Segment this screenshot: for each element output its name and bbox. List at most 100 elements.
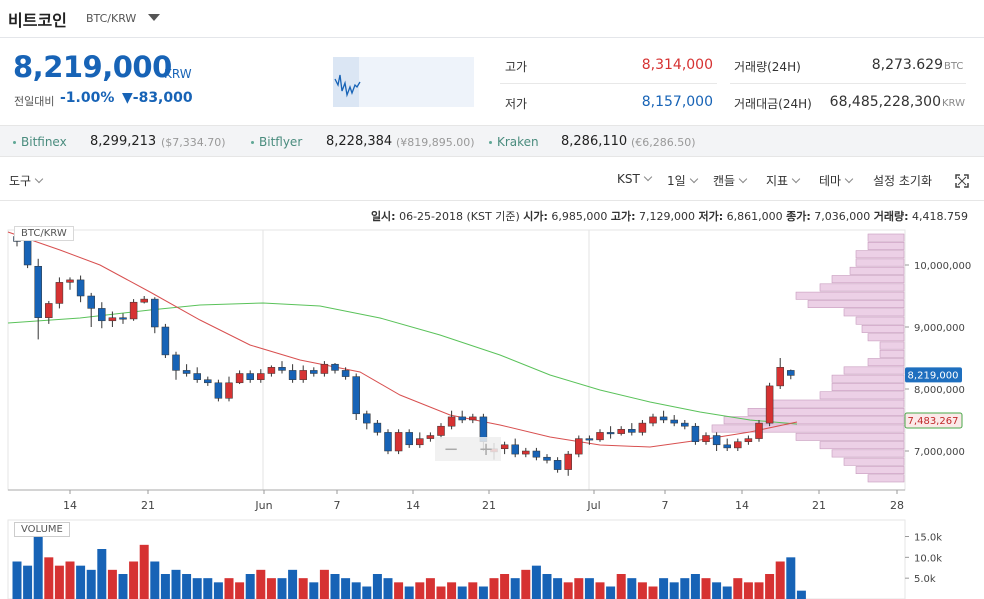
- tools-label: 도구: [9, 174, 32, 188]
- candle-body: [87, 295, 95, 309]
- reset-settings-button[interactable]: 설정 초기화: [873, 174, 933, 188]
- volume-bar: [288, 569, 298, 599]
- theme-menu[interactable]: 테마: [819, 172, 854, 189]
- candle-body: [193, 373, 201, 380]
- caret-down-icon[interactable]: [148, 14, 160, 21]
- volume-bar: [192, 578, 202, 599]
- candle-body: [373, 422, 382, 433]
- candle-body: [564, 453, 572, 470]
- pair-label[interactable]: BTC/KRW: [86, 12, 137, 25]
- current-price-tag: 8,219,000: [908, 370, 959, 381]
- volume-profile-bar: [867, 333, 905, 342]
- date-label: 일시:: [370, 210, 396, 223]
- volume-bar: [150, 561, 160, 599]
- zoom-in-icon: +: [478, 439, 493, 460]
- candle-body: [787, 370, 795, 376]
- zoom-control-bg: [435, 437, 501, 461]
- volume-profile-bar: [855, 258, 905, 267]
- dot-icon: [489, 141, 492, 144]
- candle-body: [98, 308, 106, 322]
- volume-bar: [775, 561, 785, 599]
- volume-bar: [574, 578, 584, 599]
- interval-menu[interactable]: 1일: [667, 172, 698, 189]
- low-value: 8,157,000: [641, 94, 713, 110]
- x-tick-label: 21: [812, 499, 826, 512]
- volume-profile-bar: [771, 399, 905, 408]
- dot-icon: [13, 141, 16, 144]
- sparkline-svg: [333, 57, 361, 107]
- current-price-tag-bg: [905, 367, 962, 383]
- header-bar: 비트코인 BTC/KRW: [0, 0, 984, 38]
- volume-bar: [139, 544, 149, 599]
- x-tick-label: 14: [735, 499, 749, 512]
- high-label-ohlc: 고가:: [610, 210, 636, 223]
- volume-bar: [235, 582, 245, 599]
- candle-body: [108, 317, 117, 322]
- volume-bar: [118, 574, 128, 599]
- high-value-ohlc: 7,129,000: [639, 210, 695, 223]
- amount-value: 68,485,228,300: [829, 94, 941, 110]
- volume-bar: [23, 565, 33, 599]
- candle-body: [458, 416, 466, 421]
- volume-bar: [595, 582, 605, 599]
- volume-bar: [330, 574, 340, 599]
- volume-bar: [701, 578, 711, 599]
- volume-profile-bar: [831, 374, 905, 383]
- candle-body: [585, 438, 594, 441]
- candle-body: [447, 416, 456, 427]
- close-value: 7,036,000: [814, 210, 871, 223]
- expand-icon[interactable]: [955, 174, 969, 188]
- candle-body: [416, 438, 424, 446]
- indicators-menu[interactable]: 지표: [766, 172, 801, 189]
- volume-bar: [584, 578, 594, 599]
- volume-bar: [553, 578, 563, 599]
- exchange-sub: ($7,334.70): [161, 136, 226, 149]
- stat-divider: [730, 83, 966, 84]
- candle-body: [45, 303, 53, 318]
- volume-bar: [637, 582, 647, 599]
- sparkline-chart: [333, 57, 474, 107]
- candle-body: [320, 363, 329, 374]
- price-chart[interactable]: 10,000,000 9,000,000 8,000,000 7,000,000 14 2…: [0, 222, 984, 599]
- tools-menu[interactable]: 도구: [9, 172, 44, 189]
- moving-average-line: [7, 302, 798, 425]
- candle-body: [638, 422, 647, 433]
- zoom-control[interactable]: − +: [435, 437, 501, 461]
- chart-type-menu[interactable]: 캔들: [713, 172, 748, 189]
- price-unit: KRW: [164, 67, 192, 81]
- volume-bar: [351, 582, 361, 599]
- candle-body: [553, 460, 562, 470]
- exchange-name: Bitfinex: [21, 135, 67, 149]
- candle-body: [34, 265, 42, 318]
- volume-bar: [690, 574, 700, 599]
- candle-body: [649, 416, 657, 424]
- volume-bar: [712, 582, 722, 599]
- dot-icon: [251, 141, 254, 144]
- volume-bar: [160, 574, 170, 599]
- candle-body: [140, 298, 148, 303]
- volume-profile-bar: [831, 449, 905, 458]
- exchange-bar: Bitfinex 8,299,213 ($7,334.70) Bitflyer …: [0, 125, 984, 157]
- candle-body: [225, 382, 233, 399]
- volume-bar: [563, 582, 573, 599]
- candle-body: [384, 432, 392, 452]
- candle-body: [734, 441, 742, 449]
- exchange-sub: (€6,286.50): [631, 136, 696, 149]
- chart-type-label: 캔들: [713, 174, 736, 188]
- exchange-price: 8,286,110: [561, 134, 628, 149]
- volume-bar: [765, 574, 775, 599]
- candle-body: [691, 425, 700, 442]
- candle-body: [532, 450, 541, 458]
- volume-profile-bar: [855, 466, 905, 474]
- timezone-menu[interactable]: KST: [617, 172, 653, 186]
- volume-bar: [796, 590, 806, 599]
- candle-body: [670, 419, 678, 424]
- close-label: 종가:: [786, 210, 811, 223]
- volume-bar: [754, 582, 764, 599]
- x-tick-label: 7: [662, 499, 669, 512]
- candle-body: [278, 367, 286, 371]
- exchange-name: Kraken: [497, 135, 539, 149]
- candle-body: [257, 373, 265, 380]
- theme-label: 테마: [819, 174, 842, 188]
